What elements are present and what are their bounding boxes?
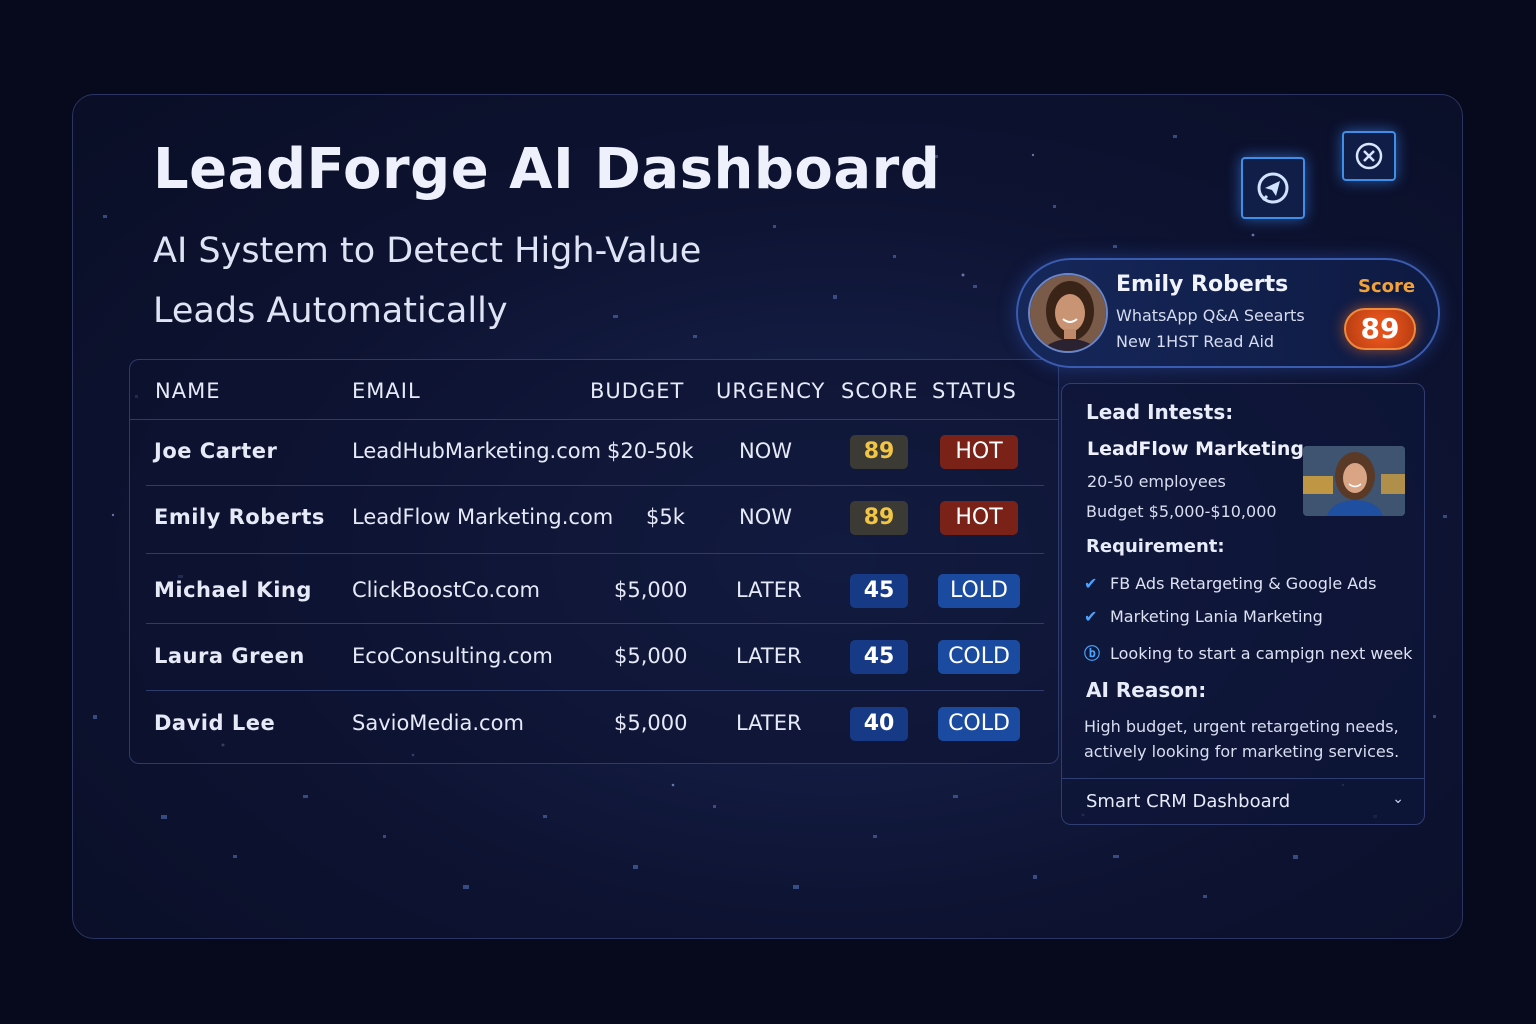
lead-name: Laura Green (154, 644, 305, 668)
lead-urgency: NOW (739, 505, 793, 529)
lead-name: Emily Roberts (154, 505, 325, 529)
lead-urgency: LATER (736, 644, 802, 668)
avatar (1028, 273, 1108, 353)
lead-urgency: LATER (736, 711, 802, 735)
telegram-button[interactable] (1241, 157, 1305, 219)
info-icon: ⓑ (1084, 644, 1101, 663)
profile-score-badge: 89 (1344, 308, 1416, 350)
lead-budget: $5k (646, 505, 685, 529)
col-email[interactable]: EMAIL (352, 379, 421, 403)
profile-name: Emily Roberts (1116, 272, 1289, 297)
chevron-down-icon[interactable]: ⌄ (1392, 791, 1404, 807)
table-row[interactable]: Michael King ClickBoostCo.com $5,000 LAT… (146, 554, 1044, 624)
score-badge: 89 (850, 501, 908, 535)
col-budget[interactable]: BUDGET (590, 379, 685, 403)
lead-budget: $5,000 (614, 644, 688, 668)
lead-email: SavioMedia.com (352, 711, 524, 735)
lead-detail-panel: Lead Intests: LeadFlow Marketing 20-50 e… (1061, 383, 1425, 825)
requirement-item: ✔ Marketing Lania Marketing (1084, 607, 1323, 626)
lead-email: EcoConsulting.com (352, 644, 553, 668)
requirement-item: ✔ FB Ads Retargeting & Google Ads (1084, 574, 1377, 593)
check-icon: ✔ (1084, 574, 1098, 593)
x-icon (1355, 142, 1383, 170)
leads-table: NAME EMAIL BUDGET URGENCY SCORE STATUS J… (129, 359, 1059, 764)
lead-urgency: LATER (736, 578, 802, 602)
status-badge: HOT (940, 435, 1018, 469)
lead-budget: $5,000 (614, 578, 688, 602)
subtitle-line-2: Leads Automatically (153, 291, 508, 331)
table-row[interactable]: David Lee SavioMedia.com $5,000 LATER 40… (146, 691, 1044, 761)
x-button[interactable] (1342, 131, 1396, 181)
lead-interests-heading: Lead Intests: (1086, 400, 1234, 424)
col-name[interactable]: NAME (155, 379, 221, 403)
lead-name: Joe Carter (154, 439, 278, 463)
company-name: LeadFlow Marketing (1087, 438, 1304, 460)
lead-email: ClickBoostCo.com (352, 578, 540, 602)
telegram-icon (1257, 172, 1289, 204)
score-badge: 89 (850, 435, 908, 469)
requirement-heading: Requirement: (1086, 536, 1225, 557)
employee-count: 20-50 employees (1087, 472, 1226, 491)
col-score[interactable]: SCORE (841, 379, 919, 403)
table-row[interactable]: Laura Green EcoConsulting.com $5,000 LAT… (146, 624, 1044, 691)
table-row[interactable]: Emily Roberts LeadFlow Marketing.com $5k… (146, 486, 1044, 554)
check-icon: ✔ (1084, 607, 1098, 626)
col-status[interactable]: STATUS (932, 379, 1017, 403)
score-badge: 45 (850, 574, 908, 608)
status-badge: COLD (938, 707, 1020, 741)
lead-profile-card[interactable]: Emily Roberts WhatsApp Q&A Seearts New 1… (1016, 258, 1440, 368)
profile-detail-2: New 1HST Read Aid (1116, 332, 1275, 351)
ai-reason-text: High budget, urgent retargeting needs, a… (1084, 717, 1400, 761)
table-header: NAME EMAIL BUDGET URGENCY SCORE STATUS (130, 360, 1058, 420)
lead-budget: $20-50k (607, 439, 694, 463)
table-row[interactable]: Joe Carter LeadHubMarketing.com $20-50k … (146, 420, 1044, 486)
requirement-item: ⓑ Looking to start a campign next week (1084, 640, 1412, 664)
lead-photo (1303, 446, 1405, 516)
status-badge: HOT (940, 501, 1018, 535)
page-subtitle: AI System to Detect High-Value Leads Aut… (153, 221, 793, 341)
col-urgency[interactable]: URGENCY (716, 379, 826, 403)
subtitle-line-1: AI System to Detect High-Value (153, 231, 702, 271)
crm-dropdown-label: Smart CRM Dashboard (1086, 791, 1291, 812)
page-title: LeadForge AI Dashboard (153, 137, 941, 202)
score-label: Score (1358, 276, 1416, 297)
profile-detail-1: WhatsApp Q&A Seearts (1116, 306, 1305, 325)
lead-email: LeadFlow Marketing.com (352, 505, 614, 529)
budget-range: Budget $5,000-$10,000 (1086, 502, 1277, 521)
dashboard-frame: LeadForge AI Dashboard AI System to Dete… (72, 94, 1463, 939)
lead-email: LeadHubMarketing.com (352, 439, 602, 463)
lead-budget: $5,000 (614, 711, 688, 735)
crm-dropdown[interactable]: Smart CRM Dashboard ⌄ (1062, 778, 1424, 824)
lead-name: Michael King (154, 578, 312, 602)
score-badge: 45 (850, 640, 908, 674)
score-badge: 40 (850, 707, 908, 741)
status-badge: LOLD (938, 574, 1020, 608)
status-badge: COLD (938, 640, 1020, 674)
lead-urgency: NOW (739, 439, 793, 463)
ai-reason-heading: AI Reason: (1086, 678, 1207, 702)
lead-name: David Lee (154, 711, 276, 735)
